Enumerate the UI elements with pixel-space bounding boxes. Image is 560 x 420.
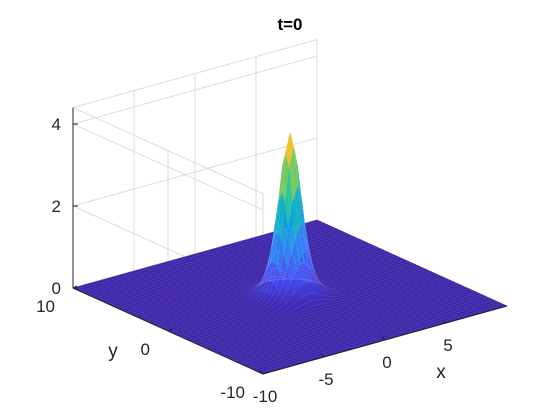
y-tick-label: 10 xyxy=(36,297,55,316)
x-tick-label: -5 xyxy=(318,370,333,389)
x-tick-label: 5 xyxy=(443,336,452,355)
x-tick-label: -10 xyxy=(253,387,278,406)
y-tick-label: -10 xyxy=(220,383,245,402)
y-axis-label: y xyxy=(108,341,118,362)
x-tick-label: 0 xyxy=(382,353,391,372)
chart-title: t=0 xyxy=(277,15,302,34)
z-tick-label: 0 xyxy=(52,279,61,298)
x-axis-label: x xyxy=(436,362,446,383)
surface-mesh xyxy=(72,132,508,375)
z-tick-label: 2 xyxy=(52,197,61,216)
z-tick-label: 4 xyxy=(52,115,61,134)
y-tick-label: 0 xyxy=(141,340,150,359)
